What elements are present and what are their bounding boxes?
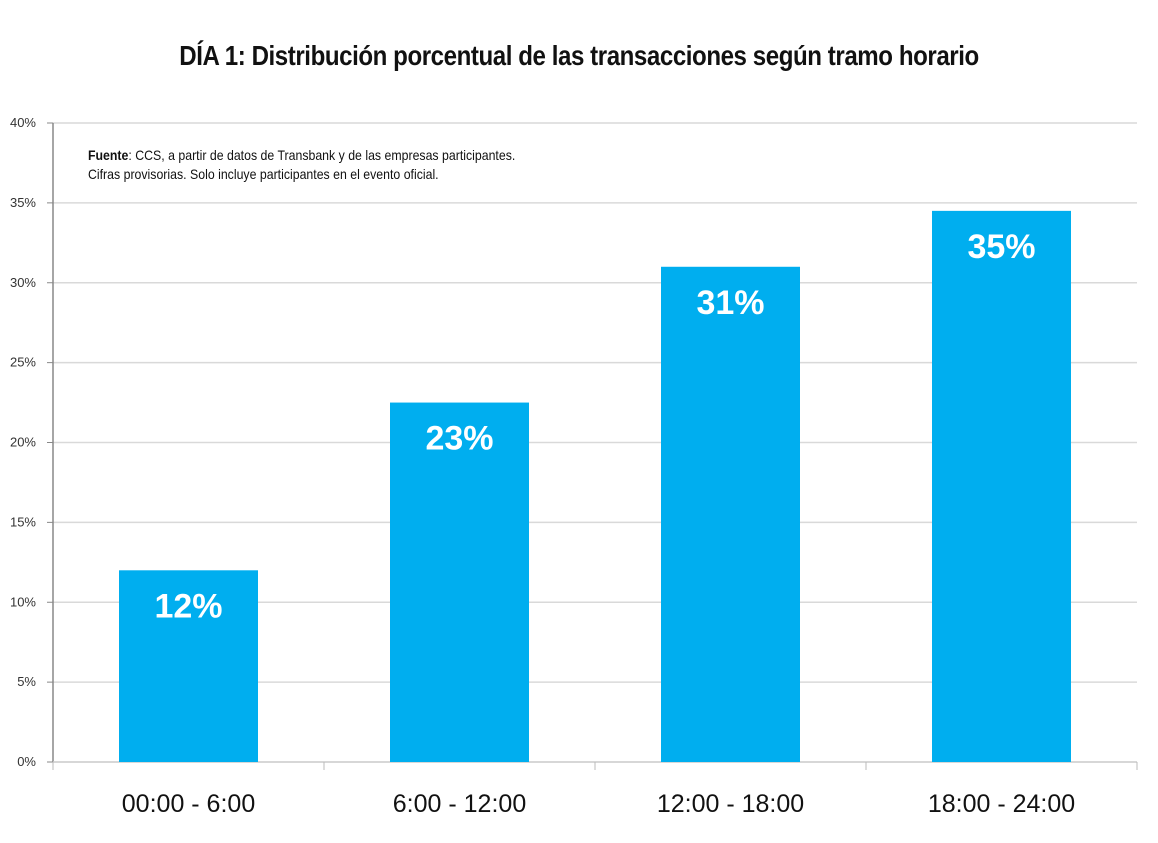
y-tick-label: 5% — [17, 674, 36, 689]
x-category-label: 00:00 - 6:00 — [122, 790, 255, 818]
y-tick-label: 10% — [10, 594, 36, 609]
bar — [661, 266, 800, 762]
source-note: Fuente: CCS, a partir de datos de Transb… — [88, 147, 515, 163]
provisional-note: Cifras provisorias. Solo incluye partici… — [88, 166, 439, 182]
bar — [932, 210, 1071, 763]
source-label: Fuente — [88, 147, 129, 163]
x-category-label: 12:00 - 18:00 — [657, 790, 804, 818]
y-tick-label: 15% — [10, 514, 36, 529]
bar — [119, 570, 258, 762]
bars: 12% 23% 31% 35% — [119, 210, 1071, 763]
chart-title: DÍA 1: Distribución porcentual de las tr… — [179, 40, 979, 71]
y-tick-label: 30% — [10, 275, 36, 290]
y-tick-label: 20% — [10, 435, 36, 450]
y-tick-label: 40% — [10, 115, 36, 130]
y-axis: 0% 5% 10% 15% 20% 25% 30% 35% 40% — [10, 115, 54, 769]
x-category-label: 18:00 - 24:00 — [928, 790, 1075, 818]
y-tick-label: 25% — [10, 355, 36, 370]
bar-data-label: 23% — [425, 420, 493, 458]
y-tick-label: 0% — [17, 754, 36, 769]
bar-data-label: 35% — [967, 228, 1035, 266]
bar-data-label: 12% — [154, 587, 222, 625]
bar — [390, 402, 529, 762]
bar-data-label: 31% — [696, 284, 764, 322]
x-axis: 00:00 - 6:00 6:00 - 12:00 12:00 - 18:00 18:… — [52, 761, 1138, 818]
x-category-label: 6:00 - 12:00 — [393, 790, 526, 818]
source-text: : CCS, a partir de datos de Transbank y … — [128, 147, 516, 163]
y-tick-label: 35% — [10, 195, 36, 210]
